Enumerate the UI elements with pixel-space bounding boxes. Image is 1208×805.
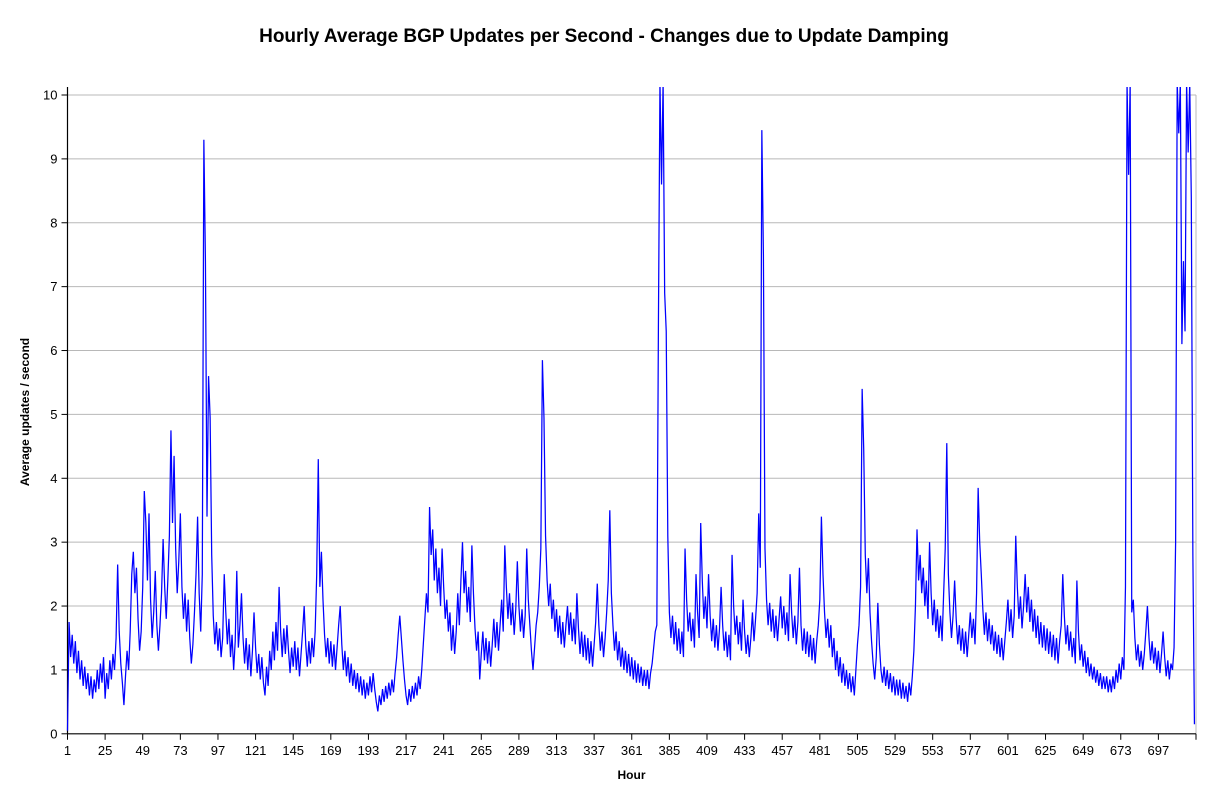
x-tick-label: 457 (771, 743, 793, 758)
x-tick-label: 673 (1110, 743, 1132, 758)
x-tick-label: 529 (884, 743, 906, 758)
x-tick-label: 601 (997, 743, 1019, 758)
x-tick-label: 409 (696, 743, 718, 758)
x-tick-label: 625 (1035, 743, 1057, 758)
y-tick-label: 0 (50, 726, 57, 741)
y-tick-label: 4 (50, 471, 57, 486)
chart-title: Hourly Average BGP Updates per Second - … (259, 26, 949, 47)
x-tick-label: 505 (847, 743, 869, 758)
x-tick-label: 553 (922, 743, 944, 758)
x-tick-label: 577 (959, 743, 981, 758)
x-tick-label: 25 (98, 743, 112, 758)
x-tick-label: 1 (64, 743, 71, 758)
x-tick-label: 49 (135, 743, 149, 758)
x-tick-label: 145 (282, 743, 304, 758)
x-tick-label: 241 (433, 743, 455, 758)
y-tick-label: 9 (50, 151, 57, 166)
x-tick-label: 73 (173, 743, 187, 758)
series-line (66, 87, 1196, 731)
x-tick-label: 121 (245, 743, 267, 758)
x-tick-label: 433 (734, 743, 756, 758)
y-tick-label: 8 (50, 215, 57, 230)
y-tick-label: 3 (50, 535, 57, 550)
y-tick-label: 1 (50, 662, 57, 677)
x-tick-label: 385 (659, 743, 681, 758)
x-tick-label: 265 (470, 743, 492, 758)
y-tick-label: 7 (50, 279, 57, 294)
y-tick-label: 2 (50, 599, 57, 614)
x-tick-label: 313 (546, 743, 568, 758)
x-tick-label: 697 (1148, 743, 1170, 758)
x-tick-label: 649 (1072, 743, 1094, 758)
x-axis-title: Hour (617, 768, 646, 782)
y-tick-label: 10 (43, 88, 57, 103)
x-tick-label: 289 (508, 743, 530, 758)
x-tick-label: 169 (320, 743, 342, 758)
x-tick-label: 217 (395, 743, 417, 758)
x-tick-label: 361 (621, 743, 643, 758)
y-tick-label: 5 (50, 407, 57, 422)
y-tick-label: 6 (50, 343, 57, 358)
x-tick-label: 193 (358, 743, 380, 758)
x-tick-label: 337 (583, 743, 605, 758)
x-tick-label: 481 (809, 743, 831, 758)
x-tick-label: 97 (211, 743, 225, 758)
